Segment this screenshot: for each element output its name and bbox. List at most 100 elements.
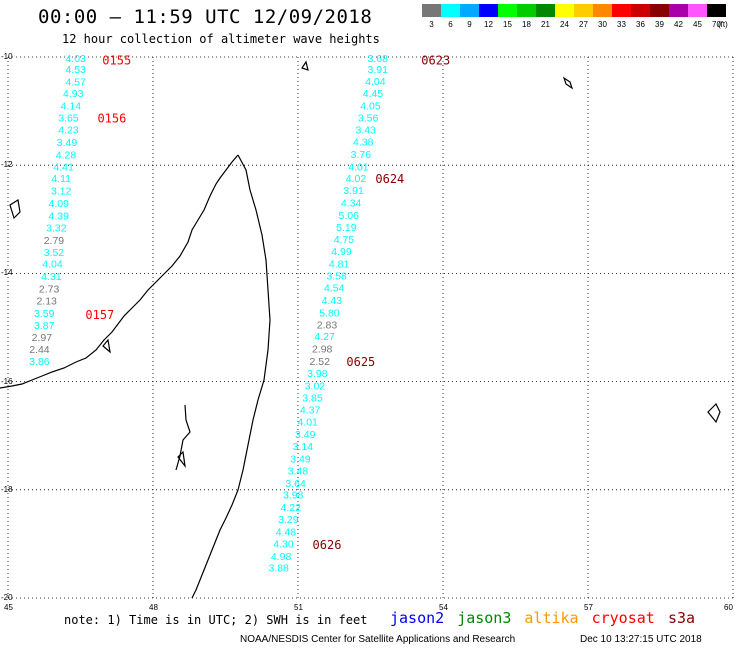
wave-height-label: 3.64: [285, 478, 306, 490]
mission-name: jason2: [390, 609, 445, 627]
pass-time-label: 0625: [346, 355, 375, 369]
color-legend: 3 6 9 12 15 18 21 24 27 30 33 36 39 42 45 70: [422, 4, 726, 29]
wave-height-label: 2.73: [39, 284, 60, 296]
wave-height-label: 4.01: [297, 417, 318, 429]
lon-tick-label: 54: [439, 603, 448, 612]
legend-bin: 45: [688, 4, 707, 29]
wave-height-label: 4.43: [322, 295, 343, 307]
wave-height-label: 3.91: [343, 185, 364, 197]
legend-label: 36: [636, 20, 645, 29]
legend-label: 42: [674, 20, 683, 29]
wave-height-label: 3.49: [290, 453, 311, 465]
legend-bin: 21: [536, 4, 555, 29]
legend-label: 39: [655, 20, 664, 29]
lat-tick-label: -14: [1, 268, 13, 278]
legend-swatch: [536, 4, 555, 17]
wave-height-label: 4.48: [276, 526, 297, 538]
wave-height-labels: 4.034.534.574.934.143.654.233.494.284.41…: [29, 53, 450, 575]
wave-height-label: 4.45: [363, 88, 384, 100]
legend-label: 9: [467, 20, 472, 29]
coastline: [0, 60, 721, 599]
legend-label: 27: [579, 20, 588, 29]
legend-label: 6: [448, 20, 453, 29]
wave-height-label: 4.31: [41, 271, 62, 283]
footer-timestamp: Dec 10 13:27:15 UTC 2018: [580, 634, 702, 645]
legend-swatch: [593, 4, 612, 17]
comoros-island-b: [102, 338, 111, 354]
west-coast-detail: [175, 404, 191, 471]
legend-bin: 70: [707, 4, 726, 29]
legend-bin: 39: [650, 4, 669, 29]
wave-height-label: 4.11: [51, 173, 71, 185]
wave-height-label: 4.28: [56, 149, 77, 161]
wave-height-label: 3.76: [351, 149, 372, 161]
wave-height-label: 3.87: [34, 320, 55, 332]
legend-label: 70: [712, 20, 721, 29]
footer-note: note: 1) Time is in UTC; 2) SWH is in fe…: [64, 613, 368, 627]
pass-time-label: 0626: [313, 538, 342, 552]
wave-height-label: 4.01: [348, 161, 369, 173]
comoros-island-a: [9, 199, 21, 220]
lat-tick-label: -20: [1, 593, 13, 602]
lon-tick-label: 57: [584, 603, 593, 612]
legend-label: 30: [598, 20, 607, 29]
wave-height-label: 4.30: [273, 538, 294, 550]
pass-time-label: 0624: [375, 172, 404, 186]
wave-height-label: 4.98: [271, 551, 292, 563]
legend-label: 18: [522, 20, 531, 29]
map-subtitle: 12 hour collection of altimeter wave hei…: [62, 32, 380, 46]
wave-height-label: 5.06: [339, 210, 360, 222]
wave-height-label: 3.98: [283, 490, 304, 502]
pass-time-label: 0623: [421, 54, 450, 68]
legend-swatch: [498, 4, 517, 17]
legend-swatch: [650, 4, 669, 17]
legend-bin: 30: [593, 4, 612, 29]
wave-height-label: 5.80: [319, 307, 340, 319]
wave-height-label: 3.86: [29, 356, 50, 368]
lon-tick-label: 48: [149, 603, 158, 612]
north-islet: [301, 60, 309, 71]
legend-bin: 9: [460, 4, 479, 29]
wave-height-label: 4.38: [353, 136, 374, 148]
wave-height-label: 4.02: [346, 173, 367, 185]
wave-height-label: 4.03: [65, 53, 86, 65]
wave-height-label: 4.37: [300, 405, 321, 417]
legend-swatch: [574, 4, 593, 17]
footer-credit: NOAA/NESDIS Center for Satellite Applica…: [240, 634, 516, 645]
mission-name: jason3: [457, 609, 512, 627]
wave-height-label: 4.81: [329, 259, 350, 271]
wave-height-label: 4.75: [334, 234, 355, 246]
legend-swatch: [688, 4, 707, 17]
graticule: [7, 56, 734, 599]
legend-bin: 12: [479, 4, 498, 29]
wave-height-label: 3.49: [295, 429, 316, 441]
wave-height-label: 3.14: [293, 441, 314, 453]
wave-height-label: 3.52: [44, 247, 65, 259]
lat-tick-label: -12: [1, 160, 13, 170]
wave-height-label: 3.02: [305, 380, 326, 392]
wave-height-label: 2.79: [44, 235, 65, 247]
wave-height-label: 4.34: [341, 198, 362, 210]
legend-unit: (ft): [718, 20, 728, 29]
legend-bin: 27: [574, 4, 593, 29]
lat-tick-label: -16: [1, 376, 13, 386]
wave-height-label: 4.05: [360, 101, 381, 113]
wave-height-label: 3.43: [355, 124, 376, 136]
wave-height-label: 2.13: [36, 295, 57, 307]
northeast-island: [562, 76, 574, 90]
map-title: 00:00 – 11:59 UTC 12/09/2018: [38, 6, 373, 28]
wave-height-label: 4.14: [61, 101, 82, 113]
legend-swatch: [669, 4, 688, 17]
wave-height-label: 3.59: [34, 308, 55, 320]
wave-height-label: 5.19: [336, 222, 357, 234]
wave-height-label: 3.29: [278, 514, 299, 526]
wave-height-label: 3.88: [268, 563, 289, 575]
wave-height-label: 4.22: [281, 502, 302, 514]
mission-name: altika: [524, 609, 579, 627]
legend-swatch: [555, 4, 574, 17]
wave-height-label: 3.32: [46, 222, 67, 234]
legend-label: 24: [560, 20, 569, 29]
pass-time-label: 0155: [102, 54, 131, 68]
wave-height-label: 2.52: [310, 356, 331, 368]
wave-height-label: 4.39: [49, 211, 70, 223]
